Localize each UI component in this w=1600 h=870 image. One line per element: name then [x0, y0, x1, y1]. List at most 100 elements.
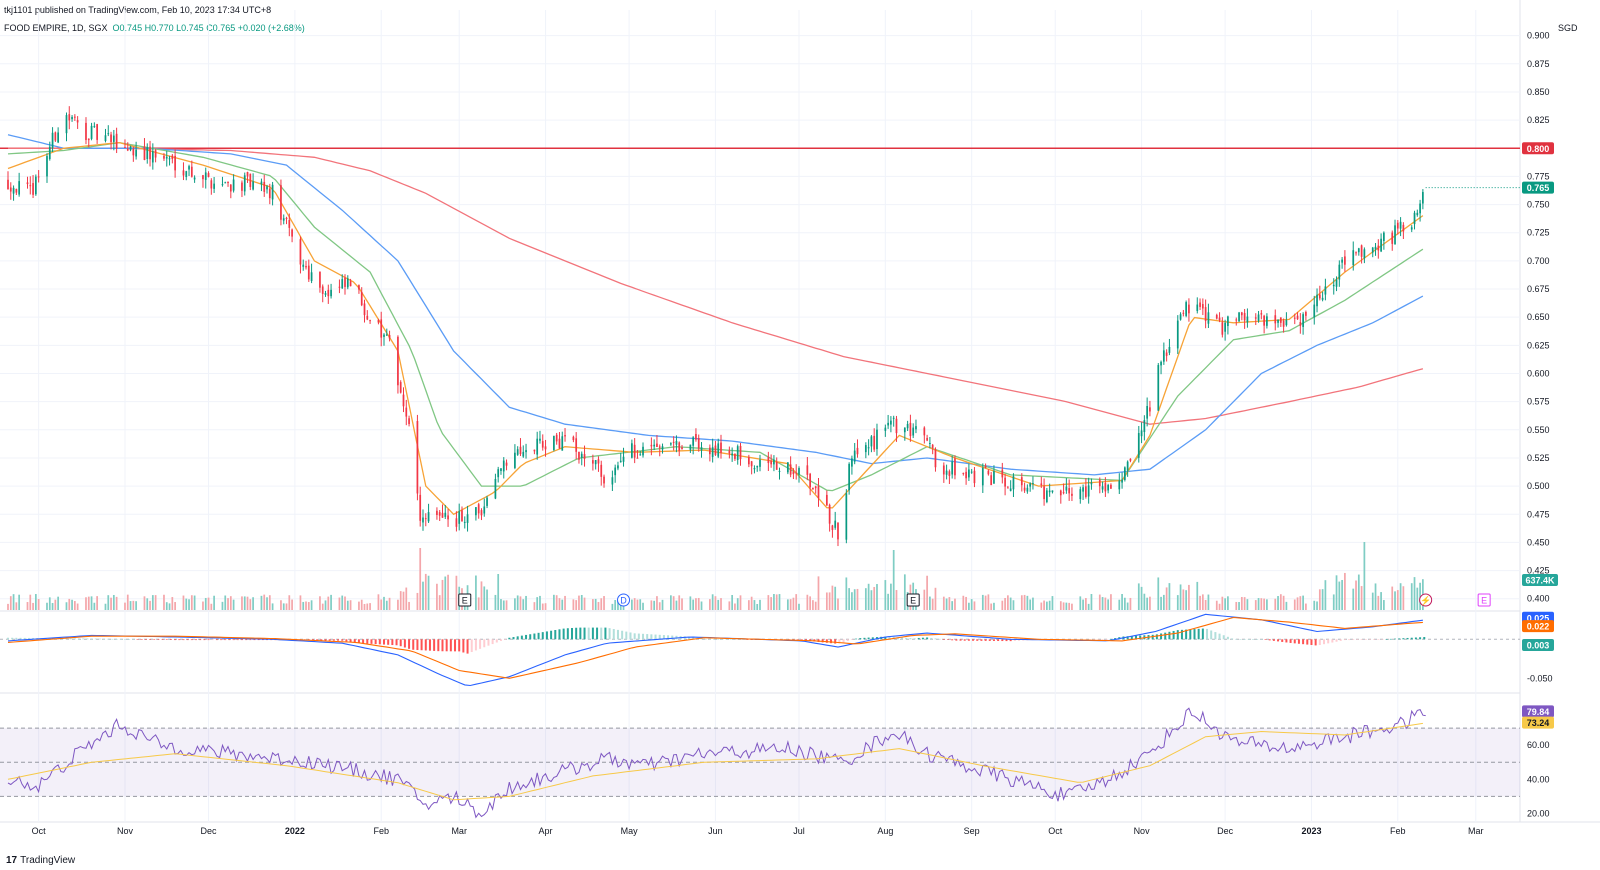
volume-bar [174, 602, 176, 610]
macd-histogram-bar [997, 639, 1000, 642]
candle-body [870, 436, 873, 447]
candle-body [268, 188, 271, 199]
macd-histogram-bar [470, 639, 473, 653]
volume-bar [402, 591, 405, 610]
candle-body [502, 460, 505, 472]
macd-histogram-bar [1318, 639, 1321, 645]
volume-bar [207, 597, 210, 610]
earnings-icon[interactable]: E [458, 593, 472, 607]
candle-body [1199, 302, 1201, 307]
event-markers[interactable]: E D E ⚡ E [458, 593, 1491, 607]
flash-badge [1419, 593, 1433, 607]
candle-body [486, 497, 488, 506]
volume-bar [614, 600, 617, 610]
volume-bar [890, 583, 892, 610]
candle-body [1107, 484, 1110, 491]
macd-histogram-bar [111, 638, 114, 640]
earnings-icon[interactable]: E [906, 593, 920, 607]
volume-bar [1246, 599, 1249, 610]
volume-bar [126, 594, 129, 610]
tradingview-logo-icon: 17 [6, 855, 18, 866]
time-tick-label: Aug [877, 826, 893, 836]
candle-body [505, 462, 508, 466]
macd-histogram-bar [98, 638, 101, 640]
volume-bar [1009, 597, 1012, 610]
macd-histogram-bar [917, 637, 920, 640]
candle-body [93, 126, 96, 128]
candle-body [1104, 483, 1107, 492]
macd-histogram-bar [391, 639, 394, 646]
candle-body [873, 435, 876, 450]
tradingview-brand[interactable]: 17 TradingView [6, 855, 75, 866]
candle-body [837, 522, 839, 540]
candle-body [759, 459, 761, 467]
candle-body [190, 166, 193, 177]
volume-bar [1179, 584, 1182, 610]
candle-body [1001, 469, 1004, 478]
macd-histogram-bar [901, 637, 904, 640]
currency-label: SGD [1558, 23, 1578, 33]
time-tick-label: Jul [793, 826, 805, 836]
macd-histogram-bar [94, 638, 97, 640]
volume-bar [424, 573, 427, 610]
volume-bar [268, 595, 271, 610]
candle-body [592, 460, 594, 464]
candle-body [714, 445, 717, 455]
dividend-icon[interactable]: D [617, 593, 631, 607]
macd-histogram-bar [1314, 639, 1317, 646]
candle-body [514, 452, 516, 468]
candle-body [174, 155, 176, 171]
macd-histogram-bar [220, 639, 223, 641]
price-tick-label: 0.600 [1527, 368, 1550, 378]
volume-bar [1001, 600, 1004, 610]
candle-body [903, 427, 906, 433]
volume-bar [252, 597, 254, 610]
volume-bar [786, 599, 789, 610]
candle-body [1285, 320, 1288, 326]
macd-histogram-bar [174, 639, 177, 641]
candle-body [887, 422, 889, 426]
candle-body [906, 423, 909, 429]
candle-body [926, 437, 928, 441]
rsi-value-tag [1522, 705, 1554, 718]
volume-bar [945, 598, 948, 610]
candle-body [1302, 314, 1304, 327]
candle-body [132, 148, 135, 156]
earnings-icon[interactable]: E [1477, 593, 1491, 607]
volume-bar [455, 575, 458, 610]
volume-bar [689, 596, 692, 610]
candle-body [221, 184, 224, 186]
macd-histogram-bar [604, 627, 607, 640]
volume-bar [441, 579, 444, 610]
volume-bar [845, 577, 848, 610]
candle-body [909, 422, 912, 437]
candle-body [202, 175, 204, 180]
candle-body [1023, 487, 1026, 491]
candle-body [864, 445, 867, 453]
volume-bar [525, 595, 527, 610]
volume-bar [1360, 586, 1363, 610]
symbol-name[interactable]: FOOD EMPIRE, 1D, SGX [4, 23, 108, 33]
volume-bar [1318, 589, 1321, 610]
volume-bar [603, 596, 605, 610]
volume-bar [728, 601, 731, 610]
macd-histogram-bar [1168, 631, 1171, 640]
candle-body [622, 456, 625, 462]
volume-bar [1371, 592, 1374, 610]
volume-bar [397, 599, 399, 610]
volume-bar [948, 597, 951, 610]
flash-icon[interactable]: ⚡ [1419, 593, 1433, 607]
volume-bar [533, 602, 536, 610]
candle-body [773, 459, 775, 465]
volume-bar [1416, 587, 1419, 610]
macd-histogram-bar [1231, 638, 1234, 640]
volume-bar [658, 602, 661, 610]
candle-body [1043, 486, 1045, 500]
candle-body [1146, 405, 1149, 419]
macd-histogram-bar [938, 638, 941, 640]
candle-body [385, 334, 388, 336]
candle-body [544, 446, 547, 450]
volume-bar [419, 548, 422, 610]
candle-body [561, 436, 564, 451]
